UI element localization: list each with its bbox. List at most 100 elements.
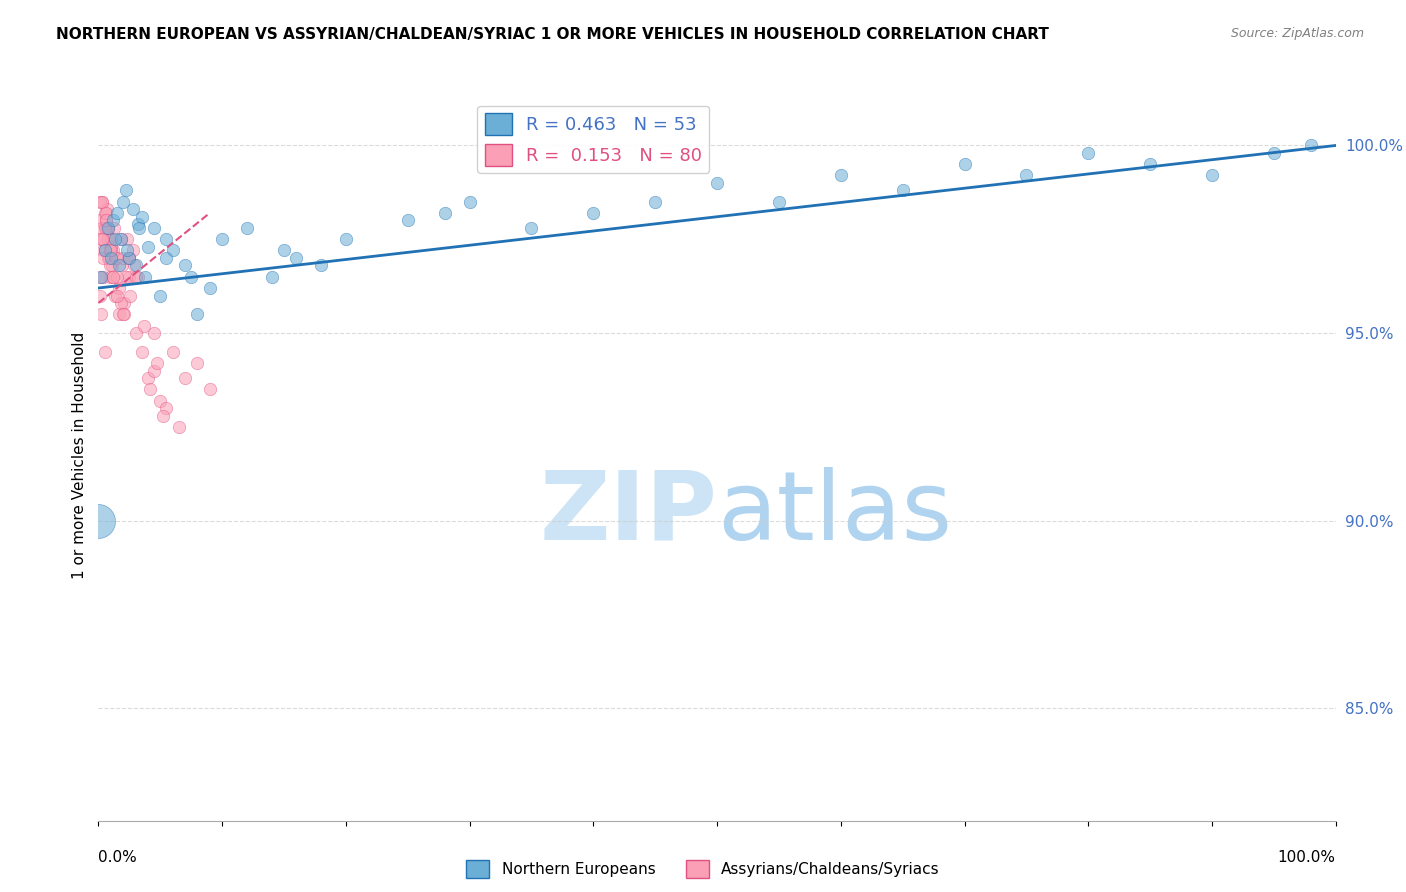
Point <box>87 514 110 528</box>
Point <box>100 232 122 246</box>
Point <box>167 419 190 434</box>
Point <box>136 240 159 254</box>
Point <box>89 269 111 284</box>
Point <box>1263 145 1285 160</box>
Point <box>198 281 221 295</box>
Point <box>143 326 166 340</box>
Point <box>91 194 114 209</box>
Point <box>115 244 138 258</box>
Point <box>396 213 419 227</box>
Point <box>118 251 141 265</box>
Point <box>128 221 150 235</box>
Point <box>93 344 115 359</box>
Point <box>105 206 128 220</box>
Text: 100.0%: 100.0% <box>1278 850 1336 865</box>
Point <box>155 232 177 246</box>
Point <box>94 213 117 227</box>
Point <box>124 259 146 273</box>
Point <box>891 184 914 198</box>
Point <box>131 344 153 359</box>
Point <box>100 251 122 265</box>
Point <box>131 210 153 224</box>
Point <box>115 269 138 284</box>
Point <box>105 288 128 302</box>
Point <box>108 259 131 273</box>
Point <box>155 251 177 265</box>
Point <box>1201 169 1223 183</box>
Point <box>98 244 121 258</box>
Point <box>122 202 145 217</box>
Point <box>112 194 135 209</box>
Point <box>149 288 172 302</box>
Point <box>114 184 136 198</box>
Point <box>768 194 790 209</box>
Point <box>124 326 146 340</box>
Point <box>582 206 605 220</box>
Point <box>111 259 134 273</box>
Point <box>830 169 852 183</box>
Point <box>309 259 332 273</box>
Point <box>97 251 120 265</box>
Point <box>335 232 357 246</box>
Point <box>105 269 128 284</box>
Point <box>180 269 202 284</box>
Point <box>433 206 456 220</box>
Point <box>98 259 121 273</box>
Point <box>100 232 122 246</box>
Text: Source: ZipAtlas.com: Source: ZipAtlas.com <box>1230 27 1364 40</box>
Point <box>94 206 117 220</box>
Point <box>96 213 118 227</box>
Y-axis label: 1 or more Vehicles in Household: 1 or more Vehicles in Household <box>72 331 87 579</box>
Point <box>89 213 111 227</box>
Point <box>162 244 184 258</box>
Text: ZIP: ZIP <box>538 467 717 560</box>
Point <box>127 217 149 231</box>
Point <box>211 232 233 246</box>
Point <box>236 221 259 235</box>
Point <box>89 194 111 209</box>
Point <box>118 251 141 265</box>
Point <box>89 288 111 302</box>
Point <box>96 202 118 217</box>
Point <box>143 363 166 377</box>
Point <box>108 307 131 321</box>
Point <box>103 244 125 258</box>
Point <box>103 221 125 235</box>
Point <box>101 269 124 284</box>
Point <box>93 244 115 258</box>
Point <box>458 194 481 209</box>
Point <box>118 269 141 284</box>
Point <box>105 251 128 265</box>
Point <box>103 269 125 284</box>
Point <box>260 269 283 284</box>
Point <box>90 307 112 321</box>
Point <box>520 221 543 235</box>
Point <box>97 232 120 246</box>
Point <box>134 269 156 284</box>
Point <box>91 269 114 284</box>
Point <box>100 244 122 258</box>
Point <box>112 296 135 310</box>
Point <box>1015 169 1038 183</box>
Point <box>953 157 976 171</box>
Point <box>122 244 145 258</box>
Point <box>110 296 132 310</box>
Point <box>115 232 138 246</box>
Point <box>134 318 156 333</box>
Point <box>93 206 115 220</box>
Point <box>136 371 159 385</box>
Point <box>110 232 132 246</box>
Text: atlas: atlas <box>717 467 952 560</box>
Point <box>118 251 141 265</box>
Text: NORTHERN EUROPEAN VS ASSYRIAN/CHALDEAN/SYRIAC 1 OR MORE VEHICLES IN HOUSEHOLD CO: NORTHERN EUROPEAN VS ASSYRIAN/CHALDEAN/S… <box>56 27 1049 42</box>
Point <box>94 244 117 258</box>
Text: 0.0%: 0.0% <box>98 850 138 865</box>
Point <box>145 356 167 370</box>
Point <box>644 194 666 209</box>
Point <box>97 221 120 235</box>
Point <box>174 371 197 385</box>
Point <box>152 409 174 423</box>
Point <box>198 382 221 396</box>
Point <box>98 269 121 284</box>
Point <box>93 251 115 265</box>
